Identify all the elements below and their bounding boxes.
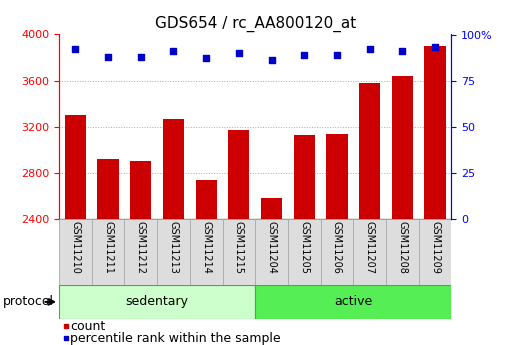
Bar <box>223 219 255 285</box>
Text: GSM11209: GSM11209 <box>430 221 440 274</box>
Text: GSM11208: GSM11208 <box>398 221 407 274</box>
Bar <box>190 219 223 285</box>
Point <box>398 48 406 54</box>
Point <box>333 52 341 58</box>
Text: active: active <box>334 295 372 308</box>
Text: GSM11207: GSM11207 <box>365 221 374 274</box>
Point <box>366 47 374 52</box>
Bar <box>163 119 184 219</box>
Bar <box>195 180 217 219</box>
Bar <box>392 76 413 219</box>
Bar <box>386 219 419 285</box>
Point <box>300 52 308 58</box>
Bar <box>419 219 451 285</box>
Bar <box>92 219 125 285</box>
Bar <box>293 135 315 219</box>
Point <box>267 58 275 63</box>
Title: GDS654 / rc_AA800120_at: GDS654 / rc_AA800120_at <box>154 16 356 32</box>
Point <box>71 47 80 52</box>
Bar <box>255 219 288 285</box>
Text: GSM11211: GSM11211 <box>103 221 113 274</box>
Text: count: count <box>70 319 106 333</box>
Text: GSM11212: GSM11212 <box>136 221 146 274</box>
Bar <box>97 159 119 219</box>
Bar <box>59 285 255 319</box>
Point <box>104 54 112 59</box>
Text: GSM11213: GSM11213 <box>168 221 179 274</box>
Bar <box>255 285 451 319</box>
Point <box>169 48 177 54</box>
Bar <box>130 161 151 219</box>
Bar <box>261 198 282 219</box>
Bar <box>59 219 92 285</box>
Text: GSM11214: GSM11214 <box>201 221 211 274</box>
Point <box>136 54 145 59</box>
Point <box>235 50 243 56</box>
Text: sedentary: sedentary <box>126 295 189 308</box>
Bar <box>424 46 446 219</box>
Text: GSM11210: GSM11210 <box>70 221 81 274</box>
Text: GSM11206: GSM11206 <box>332 221 342 274</box>
Text: GSM11215: GSM11215 <box>234 221 244 274</box>
Bar <box>359 83 380 219</box>
Text: protocol: protocol <box>3 295 53 308</box>
Text: GSM11205: GSM11205 <box>299 221 309 274</box>
Bar <box>321 219 353 285</box>
Text: GSM11204: GSM11204 <box>267 221 277 274</box>
Point <box>202 56 210 61</box>
Bar <box>65 115 86 219</box>
Bar <box>353 219 386 285</box>
Bar <box>157 219 190 285</box>
Bar <box>124 219 157 285</box>
Text: percentile rank within the sample: percentile rank within the sample <box>70 332 281 345</box>
Bar <box>228 130 249 219</box>
Bar <box>288 219 321 285</box>
Point <box>431 45 439 50</box>
Bar <box>326 134 348 219</box>
